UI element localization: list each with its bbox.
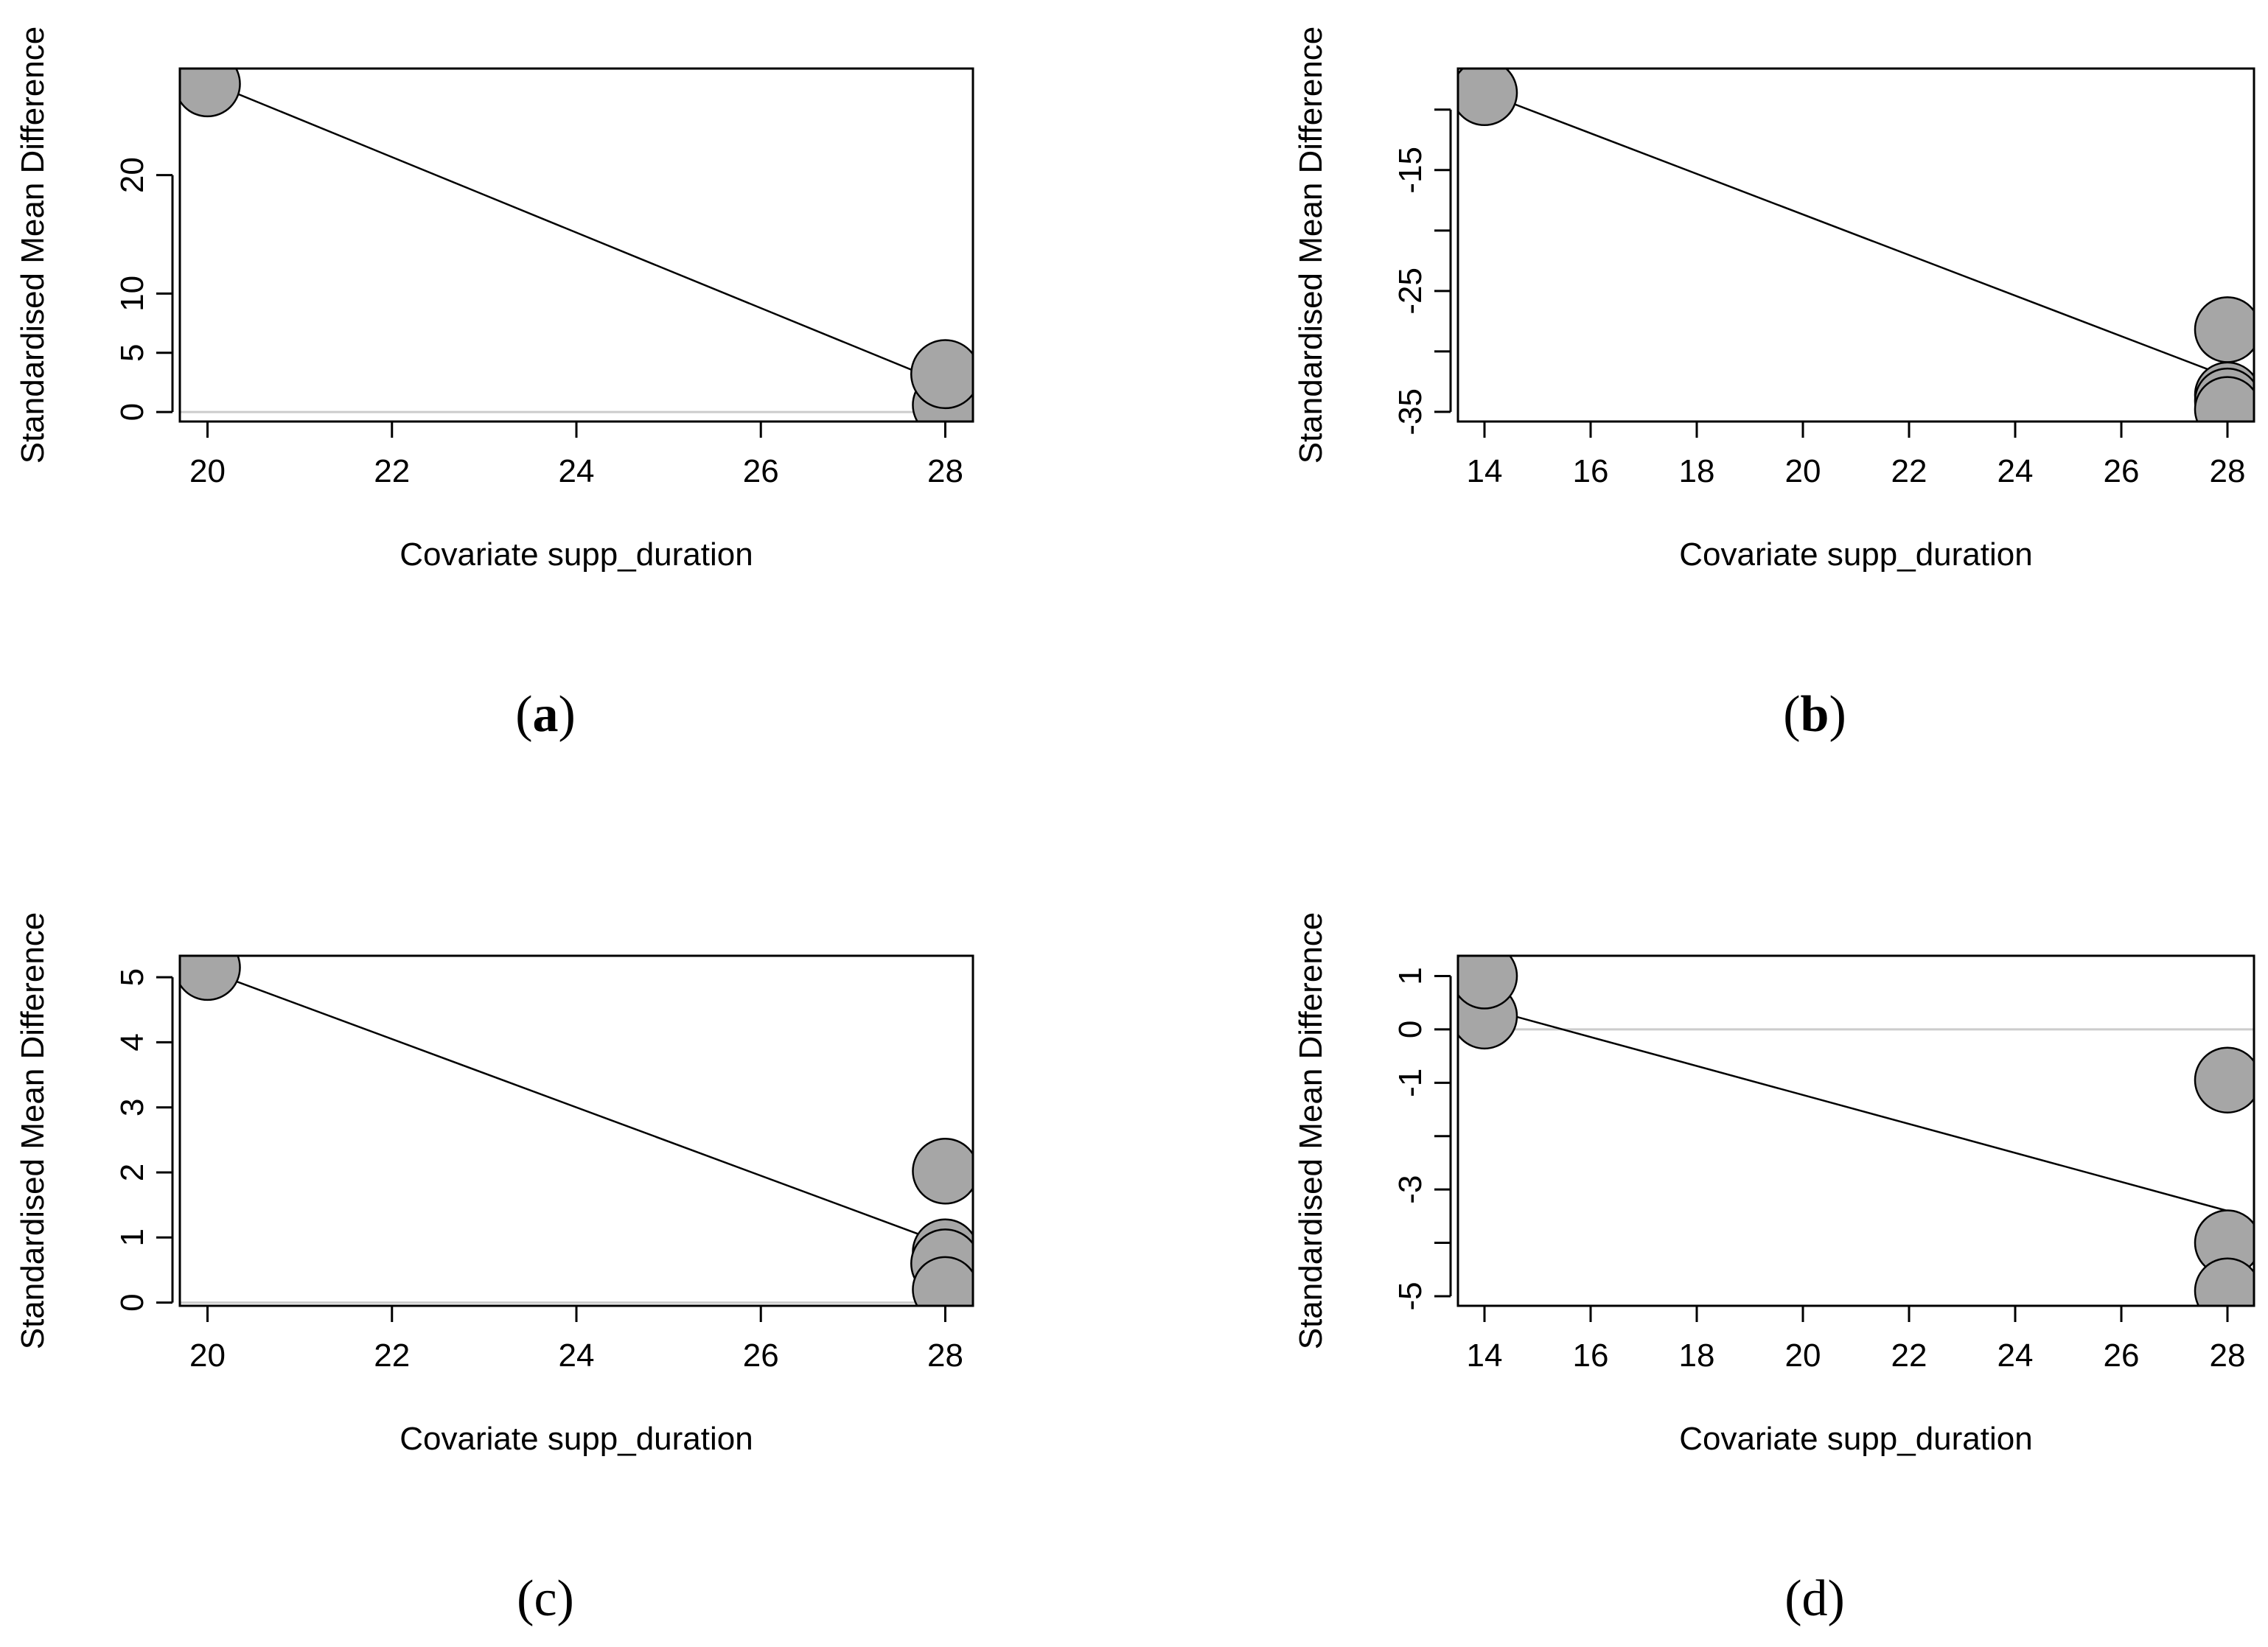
x-tick-label: 26 — [2104, 453, 2140, 489]
plot-frame — [178, 954, 974, 1307]
y-axis-title: Standardised Mean Difference — [15, 27, 51, 464]
y-tick-label: 5 — [114, 968, 150, 986]
panel-caption-b: (b) — [1783, 686, 1846, 743]
plot-content — [1458, 956, 2254, 1306]
x-tick-label: 26 — [2104, 1337, 2140, 1374]
chart-panel-b: 14 16 18 20 22 24 26 28 -35 -25 -15 Covariate supp_… — [1293, 27, 2255, 573]
panel-label-c: c — [534, 1570, 557, 1627]
x-tick-label: 22 — [1891, 453, 1927, 489]
x-tick-label: 24 — [1997, 1337, 2034, 1374]
regression-line — [1484, 91, 2228, 378]
y-tick-label: -5 — [1392, 1281, 1428, 1310]
x-tick-label: 22 — [1891, 1337, 1927, 1374]
y-tick-label: 20 — [114, 157, 150, 193]
panel-caption-a: (a) — [515, 686, 576, 743]
data-point — [1458, 69, 1518, 127]
y-tick-label: -35 — [1392, 388, 1428, 436]
plot-content — [1458, 69, 2254, 422]
data-point — [912, 1256, 973, 1306]
y-tick-label: 3 — [114, 1098, 150, 1116]
chart-panel-c: 20 22 24 26 28 0 1 2 3 4 5 Covariate supp_duration S… — [15, 912, 974, 1457]
x-tick-label: 14 — [1467, 453, 1503, 489]
y-tick-label: -15 — [1392, 147, 1428, 194]
x-tick-label: 16 — [1573, 453, 1609, 489]
data-point — [2194, 1046, 2254, 1113]
plot-frame — [178, 67, 974, 423]
y-tick-label: -25 — [1392, 267, 1428, 315]
plot-frame — [1456, 67, 2255, 423]
y-tick-label: 1 — [114, 1228, 150, 1246]
panel-label-d: d — [1801, 1570, 1828, 1627]
y-tick-label: 10 — [114, 276, 150, 312]
y-tick-label: 0 — [114, 1293, 150, 1311]
x-tick-label: 22 — [374, 1337, 410, 1374]
y-axis-title: Standardised Mean Difference — [1293, 912, 1329, 1350]
plot-frame — [1456, 954, 2255, 1307]
x-tick-label: 20 — [1785, 453, 1821, 489]
x-tick-label: 20 — [189, 1337, 226, 1374]
regression-line — [207, 970, 946, 1245]
regression-line — [1484, 1007, 2228, 1212]
panel-label-a: a — [532, 686, 559, 743]
x-tick-label: 26 — [743, 1337, 779, 1374]
data-point — [2194, 296, 2254, 363]
data-point — [910, 339, 973, 410]
x-tick-label: 16 — [1573, 1337, 1609, 1374]
y-axis-title: Standardised Mean Difference — [1293, 27, 1329, 464]
y-tick-label: 0 — [1392, 1021, 1428, 1038]
x-axis-title: Covariate supp_duration — [1679, 536, 2032, 573]
x-tick-label: 18 — [1679, 453, 1715, 489]
x-tick-label: 26 — [743, 453, 779, 489]
data-point — [912, 1138, 973, 1205]
y-tick-label: 2 — [114, 1164, 150, 1181]
plot-content — [180, 956, 973, 1306]
x-tick-label: 20 — [189, 453, 226, 489]
x-tick-label: 22 — [374, 453, 410, 489]
y-tick-label: 4 — [114, 1033, 150, 1051]
y-tick-label: -3 — [1392, 1175, 1428, 1204]
x-axis-title: Covariate supp_duration — [399, 1421, 753, 1457]
data-point — [180, 956, 241, 1001]
y-tick-label: -1 — [1392, 1069, 1428, 1097]
x-tick-label: 28 — [927, 453, 963, 489]
y-axis-title: Standardised Mean Difference — [15, 912, 51, 1350]
data-point — [2194, 376, 2254, 422]
chart-panel-d: 14 16 18 20 22 24 26 28 -5 -3 -1 0 1 Covariate supp_d… — [1293, 912, 2255, 1457]
data-point — [1458, 956, 1518, 1010]
data-point — [180, 69, 241, 118]
x-axis-title: Covariate supp_duration — [399, 536, 753, 573]
x-tick-label: 24 — [1997, 453, 2034, 489]
panel-label-b: b — [1800, 686, 1829, 743]
x-tick-label: 28 — [2210, 453, 2246, 489]
y-tick-label: 0 — [114, 403, 150, 421]
panel-caption-c: (c) — [517, 1570, 574, 1627]
data-point — [2194, 1257, 2254, 1306]
panel-caption-d: (d) — [1784, 1570, 1845, 1627]
x-axis-title: Covariate supp_duration — [1679, 1421, 2032, 1457]
chart-panel-a: 20 22 24 26 28 0 5 10 20 Covariate supp_duration S… — [15, 27, 974, 573]
x-tick-label: 28 — [927, 1337, 963, 1374]
plot-content — [180, 69, 973, 422]
x-tick-label: 20 — [1785, 1337, 1821, 1374]
y-tick-label: 1 — [1392, 967, 1428, 985]
x-tick-label: 24 — [559, 1337, 595, 1374]
x-tick-label: 28 — [2210, 1337, 2246, 1374]
x-tick-label: 18 — [1679, 1337, 1715, 1374]
x-tick-label: 24 — [559, 453, 595, 489]
regression-line — [207, 80, 946, 385]
y-tick-label: 5 — [114, 344, 150, 362]
x-tick-label: 14 — [1467, 1337, 1503, 1374]
